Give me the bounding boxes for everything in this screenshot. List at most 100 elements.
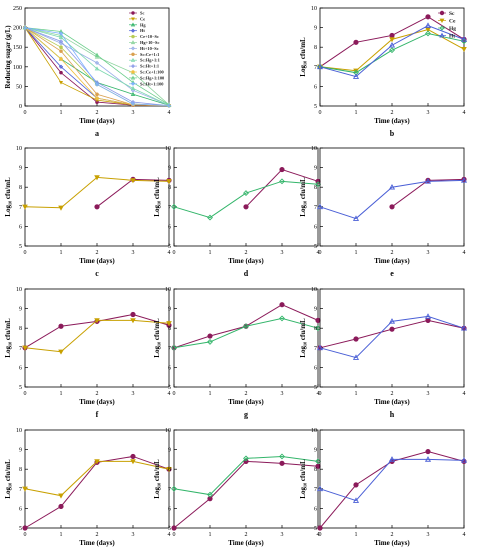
x-axis-title: Time (days) xyxy=(228,539,264,547)
y-tick-label: 7 xyxy=(314,346,317,352)
y-axis-title: Log₁₀ cfu/mL xyxy=(299,177,307,217)
y-tick-label: 10 xyxy=(311,146,317,152)
legend-label: Ce+10−Sc xyxy=(140,34,159,39)
y-tick-label: 5 xyxy=(168,244,171,250)
data-point xyxy=(461,47,467,53)
x-axis-title: Time (days) xyxy=(374,539,410,547)
data-point xyxy=(58,31,64,36)
series-line xyxy=(245,168,319,208)
y-axis-title: Log₁₀ cfu/mL xyxy=(4,318,12,358)
data-point xyxy=(58,205,64,211)
series-line xyxy=(24,27,170,107)
series-line xyxy=(319,179,465,220)
x-tick-label: 2 xyxy=(245,391,248,397)
y-tick-label: 8 xyxy=(168,326,171,332)
y-tick-label: 8 xyxy=(19,185,22,191)
x-tick-label: 0 xyxy=(319,391,322,397)
series-line xyxy=(24,27,170,106)
series-line xyxy=(173,180,319,219)
data-point xyxy=(58,34,64,40)
y-tick-label: 7 xyxy=(19,205,22,211)
legend-label: Sc:Ht+1:1 xyxy=(140,64,159,69)
y-tick-label: 6 xyxy=(314,365,317,371)
x-axis-title: Time (days) xyxy=(374,117,410,125)
y-tick-label: 6 xyxy=(314,224,317,230)
data-point xyxy=(389,32,395,39)
data-point xyxy=(171,525,177,531)
x-tick-label: 3 xyxy=(427,391,430,397)
y-tick-label: 6 xyxy=(314,84,317,90)
y-axis-title: Log₁₀ cfu/mL xyxy=(299,37,307,77)
plot-frame xyxy=(24,429,170,529)
data-point xyxy=(130,101,136,107)
series-line xyxy=(173,460,319,529)
data-point xyxy=(425,14,431,20)
y-tick-label: 8 xyxy=(314,45,317,51)
x-tick-label: 3 xyxy=(132,110,135,116)
data-point xyxy=(94,66,100,71)
data-point xyxy=(389,47,395,54)
series-line xyxy=(319,25,465,78)
y-tick-label: 5 xyxy=(314,526,317,532)
y-tick-label: 10 xyxy=(165,287,171,293)
data-point xyxy=(166,103,172,108)
y-tick-label: 9 xyxy=(314,26,317,32)
data-point xyxy=(353,482,359,488)
y-tick-label: 5 xyxy=(168,526,171,532)
chart-panel-a: 0 1 2 3 4 0 50 100 150 200 250 Time (days) Reducing … xyxy=(4,6,172,138)
x-tick-label: 4 xyxy=(463,532,466,538)
x-tick-label: 2 xyxy=(96,250,99,256)
y-tick-label: 10 xyxy=(165,146,171,152)
data-point xyxy=(171,203,177,210)
legend-marker xyxy=(439,25,445,31)
plot-frame xyxy=(173,147,319,247)
data-point xyxy=(352,215,360,221)
data-point xyxy=(316,485,324,492)
x-tick-label: 4 xyxy=(317,250,320,256)
y-tick-label: 8 xyxy=(314,326,317,332)
y-tick-label: 7 xyxy=(19,487,22,493)
data-point xyxy=(95,92,99,97)
data-point xyxy=(207,496,213,502)
legend: ScCeHgHtCe+10−ScHg+10−ScHt+10−ScSc:Ce+1:… xyxy=(129,11,165,86)
y-tick-label: 150 xyxy=(13,45,22,51)
x-tick-label: 4 xyxy=(317,532,320,538)
legend-marker xyxy=(130,40,136,45)
data-point xyxy=(316,203,324,210)
data-point xyxy=(279,166,285,173)
legend-label: Ht xyxy=(140,28,145,33)
legend-marker xyxy=(130,75,136,80)
legend-marker xyxy=(130,64,136,69)
data-point xyxy=(166,321,172,327)
x-tick-label: 4 xyxy=(168,110,171,116)
legend-label: Hg+10−Sc xyxy=(140,40,159,45)
y-tick-label: 10 xyxy=(16,428,22,434)
legend-label: Ht xyxy=(449,33,455,39)
data-point xyxy=(279,178,285,185)
y-tick-label: 10 xyxy=(16,287,22,293)
y-axis-title: Log₁₀ cfu/mL xyxy=(299,318,307,358)
data-point xyxy=(424,22,432,28)
x-tick-label: 1 xyxy=(355,532,358,538)
y-axis-title: Log₁₀ cfu/mL xyxy=(4,177,12,217)
y-tick-label: 9 xyxy=(168,307,171,313)
x-tick-label: 0 xyxy=(24,110,27,116)
data-point xyxy=(243,455,249,462)
data-point xyxy=(171,485,177,492)
data-point xyxy=(460,324,468,331)
data-point xyxy=(315,325,321,332)
series-line xyxy=(319,458,465,502)
legend-marker xyxy=(439,32,445,38)
legend-marker xyxy=(439,18,445,24)
data-point xyxy=(130,318,136,324)
y-tick-label: 5 xyxy=(314,244,317,250)
series-line xyxy=(24,460,170,497)
data-point xyxy=(58,39,64,44)
series-line xyxy=(319,319,465,349)
plot-frame xyxy=(24,147,170,247)
y-axis-title: Log₁₀ cfu/mL xyxy=(153,318,161,358)
y-tick-label: 5 xyxy=(19,244,22,250)
x-tick-label: 2 xyxy=(391,532,394,538)
data-point xyxy=(388,318,396,324)
